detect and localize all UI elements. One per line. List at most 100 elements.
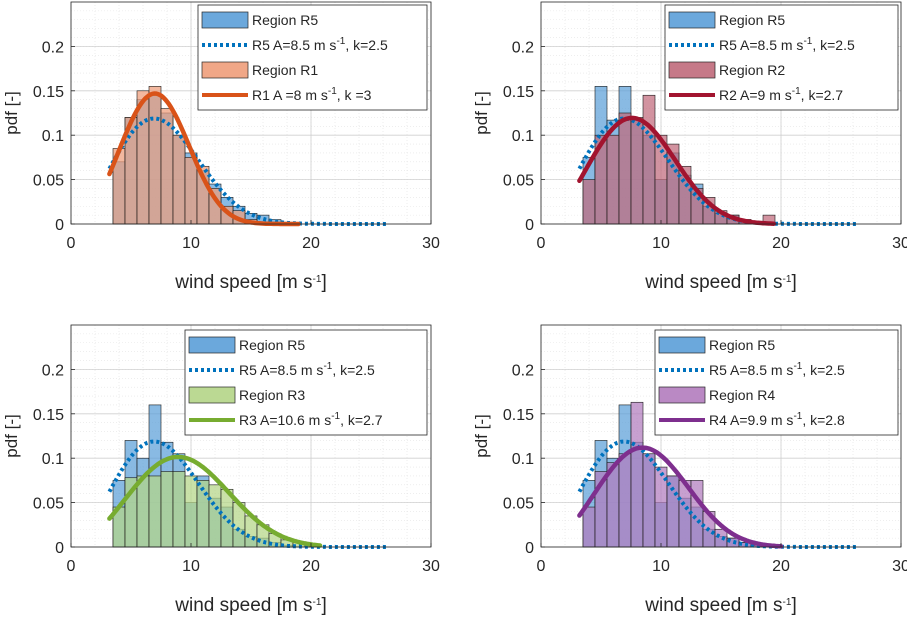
histogram-R3 <box>112 471 318 548</box>
x-tick-label: 30 <box>892 558 907 575</box>
hist-bar <box>618 112 632 225</box>
hist-bar <box>208 484 222 548</box>
hist-bar <box>642 453 656 548</box>
axes-box <box>70 1 432 225</box>
legend-swatch-R3 <box>188 386 236 404</box>
legend-label: R5 A=8.5 m s-1, k=2.5 <box>719 36 855 53</box>
axes-box <box>540 324 902 548</box>
y-axis-label: pdf [-] <box>472 91 491 134</box>
legend-label: R2 A=9 m s-1, k=2.7 <box>719 86 843 103</box>
y-tick-label: 0 <box>525 540 534 557</box>
x-tick-label: 10 <box>182 235 200 252</box>
legend-label: R5 A=8.5 m s-1, k=2.5 <box>709 361 845 378</box>
weibull-curve-R4 <box>577 445 784 549</box>
hist-bar <box>714 528 728 548</box>
y-tick-label: 0.05 <box>503 173 534 190</box>
y-tick-label: 0.15 <box>33 84 64 101</box>
histogram-R4 <box>582 401 764 548</box>
hist-bar <box>642 94 656 225</box>
legend-label: Region R5 <box>252 12 318 28</box>
hist-bar <box>196 480 210 548</box>
hist-bar <box>582 179 596 225</box>
x-tick-label: 10 <box>182 558 200 575</box>
hist-bar <box>630 117 644 225</box>
chart-panel-R3: 0 10 20 30 0 0.05 0.1 0.15 0.2 wind speed [m s-1]… <box>2 324 440 616</box>
y-tick-label: 0 <box>55 217 64 234</box>
y-tick-label: 0 <box>55 540 64 557</box>
legend: Region R5 R5 A=8.5 m s-1, k=2.5 Region R1 R… <box>197 4 428 111</box>
hist-bar <box>666 475 680 548</box>
legend-label: Region R4 <box>709 387 775 403</box>
weibull-curve-R3 <box>107 454 323 548</box>
legend-label: R5 A=8.5 m s-1, k=2.5 <box>252 36 388 53</box>
x-tick-label: 10 <box>652 235 670 252</box>
legend-label: R5 A=8.5 m s-1, k=2.5 <box>239 361 375 378</box>
histogram-R1 <box>112 86 294 225</box>
legend-label: R4 A=9.9 m s-1, k=2.8 <box>709 411 845 428</box>
hist-bar <box>630 401 644 548</box>
legend-label: R1 A =8 m s-1, k =3 <box>252 86 372 103</box>
hist-bar <box>172 471 186 548</box>
y-axis-label: pdf [-] <box>2 91 21 134</box>
legend-label: Region R5 <box>239 337 305 353</box>
hist-bar <box>172 134 186 225</box>
legend-swatch-R5 <box>201 11 249 29</box>
weibull-curve-R2 <box>577 115 777 226</box>
legend-label: Region R5 <box>719 12 785 28</box>
x-tick-label: 30 <box>422 235 440 252</box>
x-tick-label: 0 <box>67 235 76 252</box>
y-tick-label: 0.05 <box>503 496 534 513</box>
x-tick-label: 20 <box>302 235 320 252</box>
legend-swatch-R4 <box>658 386 706 404</box>
chart-panel-R1: 0 10 20 30 0 0.05 0.1 0.15 0.2 wind speed [m s-1]… <box>2 1 440 293</box>
legend: Region R5 R5 A=8.5 m s-1, k=2.5 Region R4 R… <box>654 329 899 436</box>
y-tick-label: 0.05 <box>33 496 64 513</box>
x-axis-label: wind speed [m s-1] <box>174 595 326 615</box>
legend-swatch-R2 <box>668 61 716 79</box>
legend-label: Region R1 <box>252 62 318 78</box>
legend-label: Region R5 <box>709 337 775 353</box>
hist-bar <box>160 471 174 548</box>
hist-bar <box>184 157 198 225</box>
y-tick-label: 0.1 <box>512 451 534 468</box>
x-tick-label: 20 <box>302 558 320 575</box>
axes-box <box>70 324 432 548</box>
y-tick-label: 0.2 <box>42 362 64 379</box>
legend-label: R3 A=10.6 m s-1, k=2.7 <box>239 411 383 428</box>
chart-panel-R4: 0 10 20 30 0 0.05 0.1 0.15 0.2 wind speed [m s-1]… <box>472 324 907 616</box>
x-tick-label: 20 <box>772 558 790 575</box>
hist-bar <box>148 86 162 225</box>
axes-box <box>540 1 902 225</box>
y-tick-label: 0.2 <box>512 362 534 379</box>
y-tick-label: 0.1 <box>512 128 534 145</box>
hist-bar <box>148 475 162 548</box>
legend-swatch-R5 <box>668 11 716 29</box>
x-tick-label: 0 <box>537 235 546 252</box>
x-tick-label: 0 <box>537 558 546 575</box>
legend-swatch-R5 <box>658 336 706 354</box>
y-tick-label: 0.2 <box>42 39 64 56</box>
hist-bar <box>136 475 150 548</box>
hist-bar <box>606 134 620 225</box>
y-tick-label: 0.1 <box>42 128 64 145</box>
y-tick-label: 0.15 <box>503 84 534 101</box>
legend-box <box>654 329 899 436</box>
legend-label: Region R3 <box>239 387 305 403</box>
x-tick-label: 10 <box>652 558 670 575</box>
legend-swatch-R1 <box>201 61 249 79</box>
chart-panel-R2: 0 10 20 30 0 0.05 0.1 0.15 0.2 wind speed [m s-1]… <box>472 1 907 293</box>
y-axis-label: pdf [-] <box>472 414 491 457</box>
x-tick-label: 30 <box>422 558 440 575</box>
legend-label: Region R2 <box>719 62 785 78</box>
legend-swatch-R5 <box>188 336 236 354</box>
hist-bar <box>160 108 174 225</box>
x-tick-label: 30 <box>892 235 907 252</box>
y-tick-label: 0.15 <box>33 407 64 424</box>
legend: Region R5 R5 A=8.5 m s-1, k=2.5 Region R3 R… <box>184 329 428 436</box>
legend: Region R5 R5 A=8.5 m s-1, k=2.5 Region R2 R… <box>664 4 899 111</box>
hist-bar <box>618 453 632 548</box>
x-tick-label: 0 <box>67 558 76 575</box>
hist-bar <box>582 506 596 548</box>
x-axis-label: wind speed [m s-1] <box>644 272 796 293</box>
